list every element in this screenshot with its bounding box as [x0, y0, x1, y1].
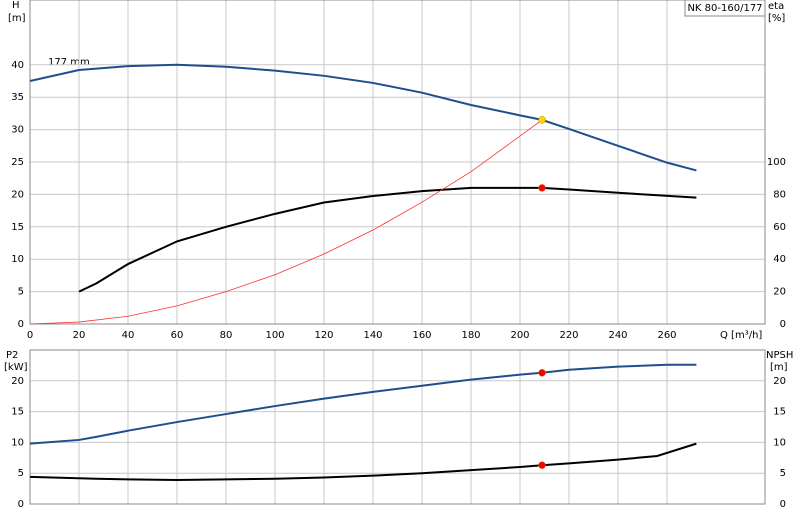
y-tick-label: 20: [11, 376, 24, 387]
y2-tick-label: 40: [773, 254, 786, 265]
y-tick-label: 0: [18, 319, 24, 330]
chart-title: NK 80-160/177: [687, 3, 762, 14]
y2-tick-label: 0: [780, 499, 786, 510]
x-tick-label: 80: [220, 330, 233, 341]
y2-axis-unit: [m]: [770, 362, 788, 373]
y-tick-label: 40: [11, 60, 24, 71]
x-tick-label: 40: [122, 330, 135, 341]
y-axis-unit: [m]: [8, 13, 26, 24]
x-tick-label: 180: [461, 330, 480, 341]
x-tick-label: 220: [559, 330, 578, 341]
curve: [29, 119, 543, 325]
y-tick-label: 30: [11, 125, 24, 136]
y2-tick-label: 80: [773, 189, 786, 200]
x-tick-label: 100: [265, 330, 284, 341]
y-tick-label: 25: [11, 157, 24, 168]
x-tick-label: 140: [363, 330, 382, 341]
x-axis-label: Q [m³/h]: [720, 330, 762, 341]
y-axis-label: P2: [6, 350, 18, 361]
x-tick-label: 0: [27, 330, 33, 341]
y2-tick-label: 10: [773, 437, 786, 448]
duty-point: [538, 461, 546, 469]
y-tick-label: 10: [11, 437, 24, 448]
y2-tick-label: 20: [773, 376, 786, 387]
y2-tick-label: 15: [773, 407, 786, 418]
y2-axis-label: eta: [768, 1, 784, 12]
y-tick-label: 20: [11, 189, 24, 200]
y2-tick-label: 5: [780, 468, 786, 479]
y2-axis-unit: [%]: [768, 13, 785, 24]
y2-tick-label: 0: [780, 319, 786, 330]
x-tick-label: 20: [73, 330, 86, 341]
curve: [78, 186, 697, 293]
curve: [29, 363, 697, 445]
y-axis-label: H: [12, 0, 20, 11]
x-tick-label: 60: [171, 330, 184, 341]
y-tick-label: 15: [11, 407, 24, 418]
duty-point: [538, 369, 546, 377]
curve: [29, 63, 697, 172]
y2-tick-label: 20: [773, 287, 786, 298]
curve-annotation: 177 mm: [48, 57, 90, 68]
duty-point: [538, 184, 546, 192]
title-box: [684, 0, 766, 17]
curve: [29, 442, 697, 481]
y2-axis-label: NPSH: [766, 350, 793, 361]
y-tick-label: 5: [18, 287, 24, 298]
y-tick-label: 15: [11, 222, 24, 233]
y-tick-label: 5: [18, 468, 24, 479]
plot-frame: [29, 349, 766, 505]
y-tick-label: 10: [11, 254, 24, 265]
y2-tick-label: 60: [773, 222, 786, 233]
y-tick-label: 35: [11, 92, 24, 103]
x-tick-label: 240: [608, 330, 627, 341]
x-tick-label: 200: [510, 330, 529, 341]
y-tick-label: 0: [18, 499, 24, 510]
y2-tick-label: 100: [767, 157, 786, 168]
y-axis-unit: [kW]: [4, 362, 28, 373]
plot-frame: [29, 0, 766, 325]
x-tick-label: 260: [657, 330, 676, 341]
x-tick-label: 160: [412, 330, 431, 341]
x-tick-label: 120: [314, 330, 333, 341]
duty-point: [538, 116, 546, 124]
